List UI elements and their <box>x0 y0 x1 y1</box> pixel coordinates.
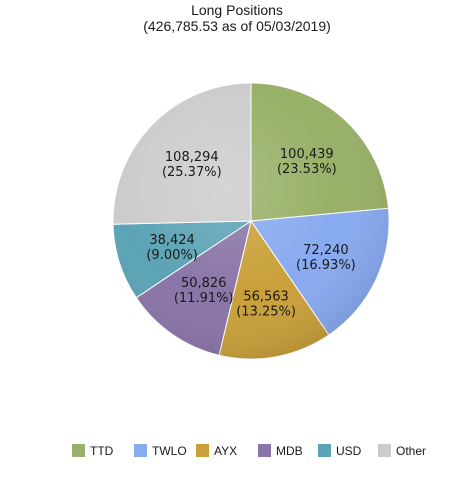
legend-label-mdb: MDB <box>276 444 303 458</box>
legend-label-ttd: TTD <box>90 444 114 458</box>
slice-percent-label: (25.37%) <box>162 165 222 180</box>
chart-title: Long Positions <box>191 2 283 18</box>
legend-swatch-ttd <box>72 444 85 457</box>
slice-value-label: 72,240 <box>303 243 349 258</box>
slice-label-twlo: 72,240 (16.93%) <box>296 243 356 273</box>
slice-label-other: 108,294 (25.37%) <box>162 150 222 180</box>
legend-swatch-ayx <box>196 444 209 457</box>
legend-swatch-usd <box>318 444 331 457</box>
chart-subtitle: (426,785.53 as of 05/03/2019) <box>143 18 331 34</box>
slice-percent-label: (16.93%) <box>296 258 356 273</box>
legend-label-other: Other <box>396 444 426 458</box>
slice-label-ayx: 56,563 (13.25%) <box>236 289 296 319</box>
slice-percent-label: (11.91%) <box>174 291 234 306</box>
slice-labels: 100,439 (23.53%)72,240 (16.93%)56,563 (13.2… <box>146 147 355 320</box>
chart-title-block: Long Positions (426,785.53 as of 05/03/2… <box>0 0 474 34</box>
legend-label-ayx: AYX <box>214 444 237 458</box>
slice-label-ttd: 100,439 (23.53%) <box>277 147 337 177</box>
legend-label-twlo: TWLO <box>152 444 187 458</box>
slice-value-label: 108,294 <box>165 150 219 165</box>
legend-swatch-twlo <box>134 444 147 457</box>
slice-percent-label: (13.25%) <box>236 304 296 319</box>
slice-label-usd: 38,424 (9.00%) <box>146 233 197 263</box>
slice-value-label: 56,563 <box>243 289 289 304</box>
slice-label-mdb: 50,826 (11.91%) <box>174 276 234 306</box>
slice-value-label: 50,826 <box>181 276 227 291</box>
slice-value-label: 100,439 <box>280 147 334 162</box>
slice-percent-label: (23.53%) <box>277 162 337 177</box>
legend: TTD TWLO AYX MDB USD Other <box>72 444 426 458</box>
legend-swatch-other <box>378 444 391 457</box>
legend-label-usd: USD <box>336 444 362 458</box>
legend-swatch-mdb <box>258 444 271 457</box>
slice-percent-label: (9.00%) <box>146 248 197 263</box>
slice-value-label: 38,424 <box>149 233 195 248</box>
